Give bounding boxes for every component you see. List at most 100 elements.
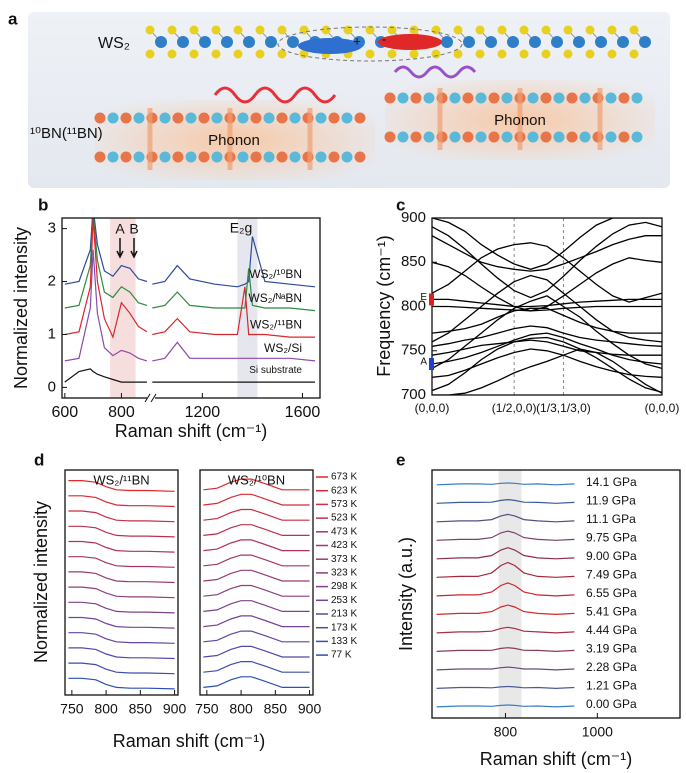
x-tick-label: 850 [129,701,153,717]
mode-marker [429,358,434,371]
peak-label: A [115,221,125,237]
electron [378,34,442,50]
series-label: WS₂/ᴺᵃBN [248,291,302,305]
atom [107,112,119,124]
atom [365,49,375,59]
spectrum [432,298,662,308]
spectrum [68,510,175,523]
atom [431,49,441,59]
atom [354,112,366,124]
atom [488,92,500,104]
spectrum [203,676,310,688]
spectrum [203,508,310,521]
atom [475,25,485,35]
x-tick-label: 900 [298,701,322,717]
spectrum [436,498,575,504]
x-tick-label: 850 [264,701,288,717]
atom [299,49,309,59]
atom [409,25,419,35]
series-label: 6.55 GPa [586,586,637,600]
x-tick-label: 600 [51,404,78,421]
y-tick-label: 850 [401,253,426,270]
series-label: 14.1 GPa [586,475,637,489]
legend-label: 623 K [331,485,357,496]
spectrum [203,661,310,673]
highlight [498,470,522,718]
spectrum [432,218,662,270]
atom [573,36,585,48]
atom [237,112,249,124]
atom [605,92,617,104]
series-label: 1.21 GPa [586,679,637,693]
wave [213,86,337,104]
spectrum [432,221,662,299]
atom [198,112,210,124]
hole [298,38,362,54]
spectrum [68,601,175,614]
spectrum [203,584,310,597]
axis-break [144,393,157,403]
spectrum [432,325,662,347]
atom [485,36,497,48]
atom [287,36,299,48]
legend-label: 253 K [331,595,357,606]
atom [488,131,500,143]
x-axis-label: Raman shift (cm⁻¹) [113,731,266,751]
atom [527,92,539,104]
atom [639,36,651,48]
atom [145,49,155,59]
atom [167,25,177,35]
spectrum [436,604,575,616]
spectrum [436,561,575,578]
atom [211,112,223,124]
spectrum [436,513,575,523]
series-label: 9.00 GPa [586,549,637,563]
charge: + [353,33,361,48]
atom [507,36,519,48]
series-label: 2.28 GPa [586,660,637,674]
legend-label: 323 K [331,568,357,579]
series-label: 11.1 GPa [586,512,636,526]
atom [265,36,277,48]
atom [462,131,474,143]
legend-label: 173 K [331,622,357,633]
atom [354,151,366,163]
atom [277,25,287,35]
x-tick-label: 800 [494,724,518,740]
atom [527,131,539,143]
atom [618,131,630,143]
atom [185,112,197,124]
plot-area [64,218,316,398]
atom [237,151,249,163]
atom [618,92,630,104]
spectrum [432,305,662,312]
atom [387,49,397,59]
atom [553,131,565,143]
spectrum [432,235,662,272]
spectrum [432,339,662,356]
panel-label: e [396,450,405,469]
atom [540,131,552,143]
x-axis-label: Raman shift (cm⁻¹) [115,421,268,441]
legend-label: 133 K [331,636,357,647]
atom [159,151,171,163]
atom [475,49,485,59]
atom [250,151,262,163]
phonon-label: Phonon [494,112,546,129]
atom [276,112,288,124]
atom [328,112,340,124]
spectrum [68,647,175,660]
atom [155,36,167,48]
spectrum [432,295,662,370]
axis-break-gap [147,394,156,402]
spectrum [64,218,316,288]
atom [595,36,607,48]
spectrum [64,368,315,383]
atom [328,151,340,163]
atom [585,25,595,35]
spectrum [203,615,310,628]
mode-label: A [420,357,427,368]
atom [607,25,617,35]
legend-label: 473 K [331,526,357,537]
